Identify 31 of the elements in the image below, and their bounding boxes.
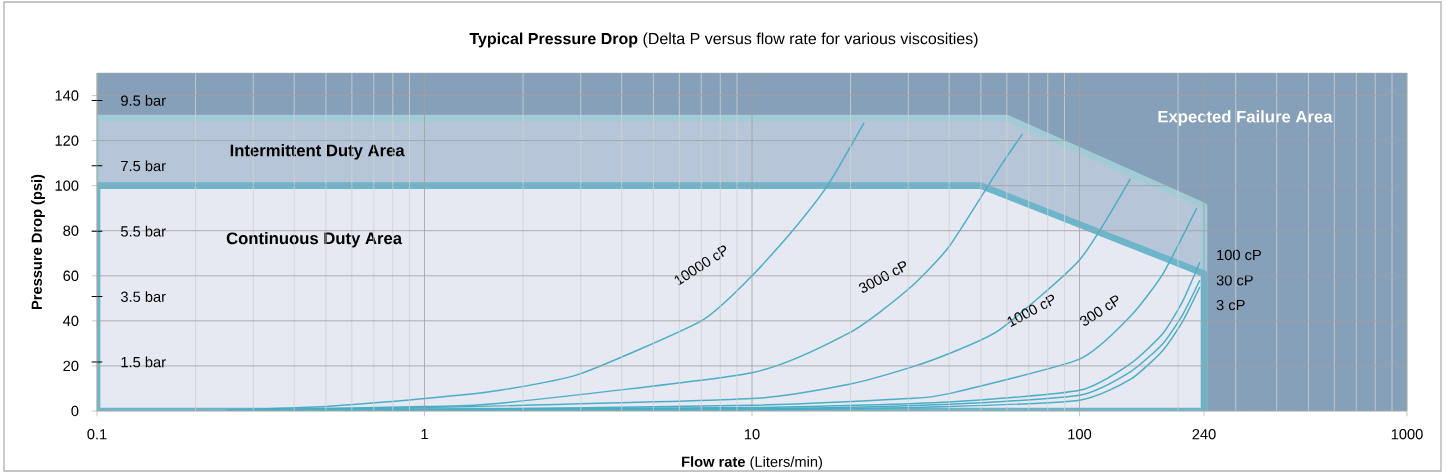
y-tick-label: 100 (55, 180, 79, 191)
series-label: 30 cP (1216, 275, 1253, 286)
series-label: 100 cP (1217, 249, 1261, 261)
y-tick-label: 80 (63, 225, 79, 236)
x-tick-label: 1000 (1391, 429, 1423, 440)
y-tick-label: 140 (55, 90, 79, 101)
text: 1000 cP (1007, 294, 1055, 327)
y-tick-label: 40 (63, 315, 79, 327)
x-tick-label: 0.1 (87, 429, 107, 440)
y2-tick-label: 3.5 bar (120, 291, 166, 302)
annotation: Expected Failure Area (1158, 110, 1333, 126)
x-tick-label: 240 (1192, 429, 1216, 440)
annotation: Continuous Duty Area (226, 231, 403, 248)
y-tick-label: 20 (63, 360, 79, 372)
y-tick-label: 0 (71, 405, 79, 417)
y-tick-label: 120 (55, 135, 79, 146)
x-axis-title: Flow rate (Liters/min) (682, 456, 822, 470)
series-label: 3 cP (1216, 299, 1245, 311)
y-tick-label: 60 (63, 270, 79, 281)
x-tick-label: 1 (421, 429, 428, 440)
y2-tick-label: 1.5 bar (121, 356, 166, 368)
chart-title: Typical Pressure Drop (Delta P versus flow rate for various viscosities) (469, 32, 978, 48)
y2-tick-label: 9.5 bar (121, 95, 166, 106)
x-tick-label: 10 (744, 429, 760, 440)
text: 3000 cP (858, 261, 907, 293)
annotation: Intermittent Duty Area (230, 144, 405, 160)
y-axis-title: Pressure Drop (psi) (31, 174, 45, 310)
y2-tick-label: 5.5 bar (120, 225, 166, 237)
text: 300 cP (1080, 295, 1119, 326)
x-tick-label: 100 (1068, 429, 1092, 440)
y2-tick-label: 7.5 bar (121, 160, 166, 172)
